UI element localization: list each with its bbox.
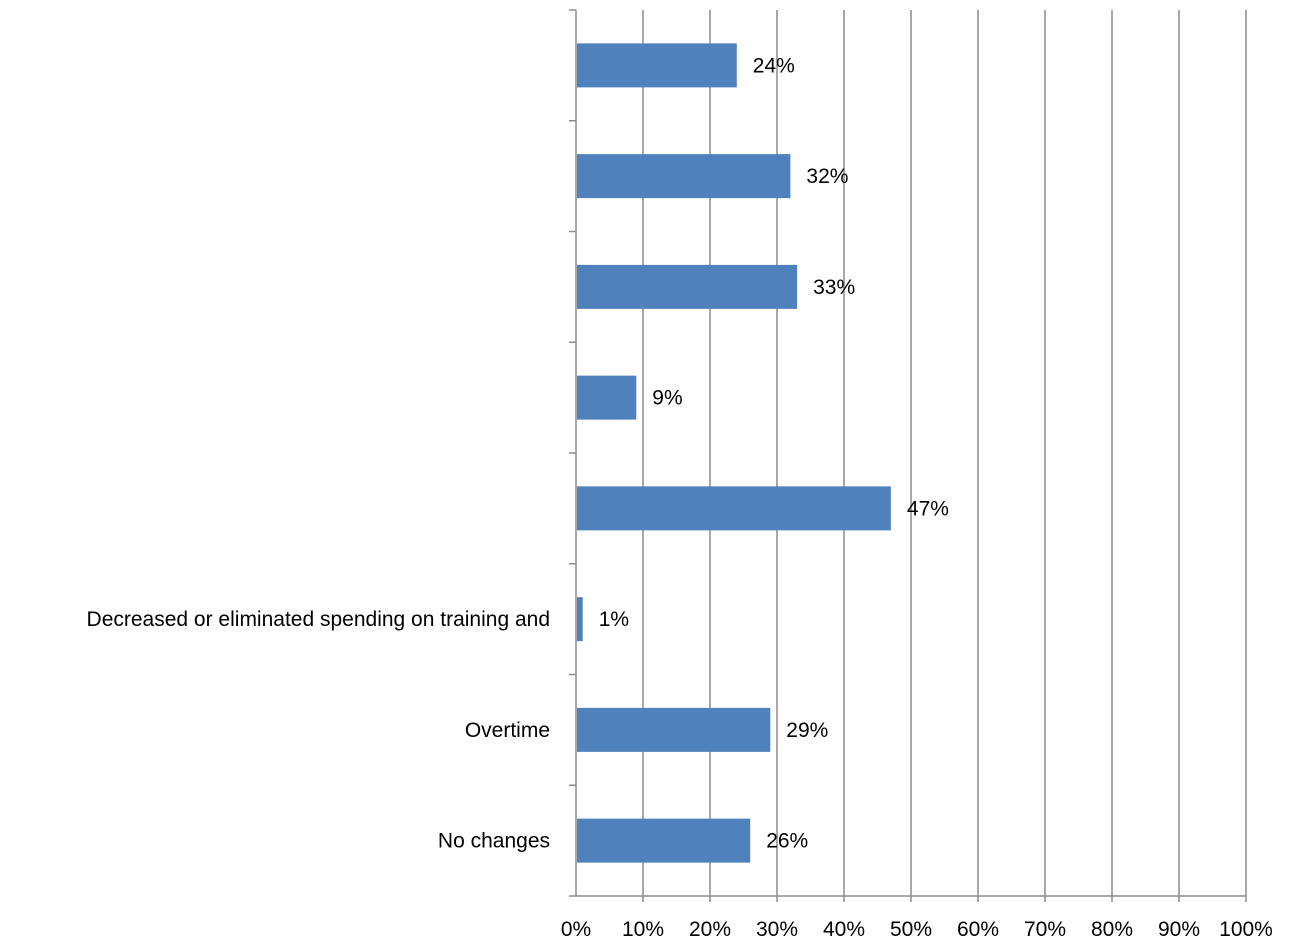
data-label: 32% bbox=[806, 165, 848, 188]
data-label: 33% bbox=[813, 276, 855, 299]
x-tick-label: 0% bbox=[561, 918, 591, 941]
data-label: 29% bbox=[786, 719, 828, 742]
bar bbox=[577, 154, 791, 199]
bar bbox=[577, 818, 751, 863]
data-label: 24% bbox=[753, 54, 795, 77]
data-label: 1% bbox=[599, 608, 629, 631]
bar bbox=[577, 597, 583, 642]
data-label: 26% bbox=[766, 830, 808, 853]
x-tick-label: 40% bbox=[823, 918, 865, 941]
x-tick-label: 100% bbox=[1219, 918, 1273, 941]
bar bbox=[577, 486, 891, 531]
category-label: Decreased or eliminated spending on trai… bbox=[87, 608, 550, 631]
axes bbox=[569, 9, 1246, 897]
bars bbox=[577, 43, 891, 863]
labels: 0% 10% 20% 30% 40% 50% 60% 70% 80% 90% 100% 24% 32% 3… bbox=[87, 54, 1273, 941]
x-tick-label: 60% bbox=[957, 918, 999, 941]
category-label: No changes bbox=[438, 830, 550, 853]
data-label: 47% bbox=[907, 497, 949, 520]
category-label: Overtime bbox=[465, 719, 550, 742]
x-tick-label: 90% bbox=[1158, 918, 1200, 941]
x-tick-label: 30% bbox=[756, 918, 798, 941]
x-tick-label: 80% bbox=[1091, 918, 1133, 941]
bar bbox=[577, 264, 798, 309]
x-tick-label: 10% bbox=[622, 918, 664, 941]
data-label: 9% bbox=[652, 387, 682, 410]
x-tick-label: 50% bbox=[890, 918, 932, 941]
gridlines bbox=[642, 10, 1247, 902]
bar bbox=[577, 43, 737, 88]
x-tick-label: 70% bbox=[1024, 918, 1066, 941]
bar bbox=[577, 375, 637, 420]
x-tick-label: 20% bbox=[689, 918, 731, 941]
bar bbox=[577, 707, 771, 752]
